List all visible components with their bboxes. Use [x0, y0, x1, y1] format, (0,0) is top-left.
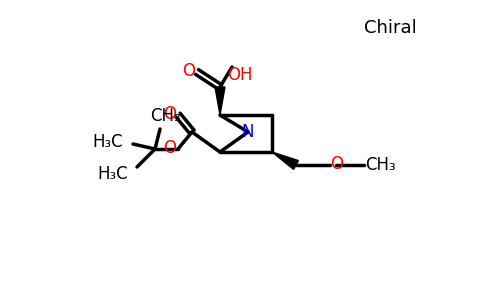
Polygon shape: [215, 87, 225, 115]
Text: CH₃: CH₃: [150, 107, 181, 125]
Text: O: O: [164, 139, 177, 157]
Text: O: O: [331, 155, 344, 173]
Text: Chiral: Chiral: [363, 19, 416, 37]
Text: O: O: [164, 105, 177, 123]
Polygon shape: [272, 152, 298, 169]
Text: CH₃: CH₃: [364, 156, 395, 174]
Text: O: O: [182, 62, 196, 80]
Text: OH: OH: [227, 66, 253, 84]
Text: H₃C: H₃C: [98, 165, 128, 183]
Text: N: N: [242, 123, 254, 141]
Text: H₃C: H₃C: [93, 133, 123, 151]
